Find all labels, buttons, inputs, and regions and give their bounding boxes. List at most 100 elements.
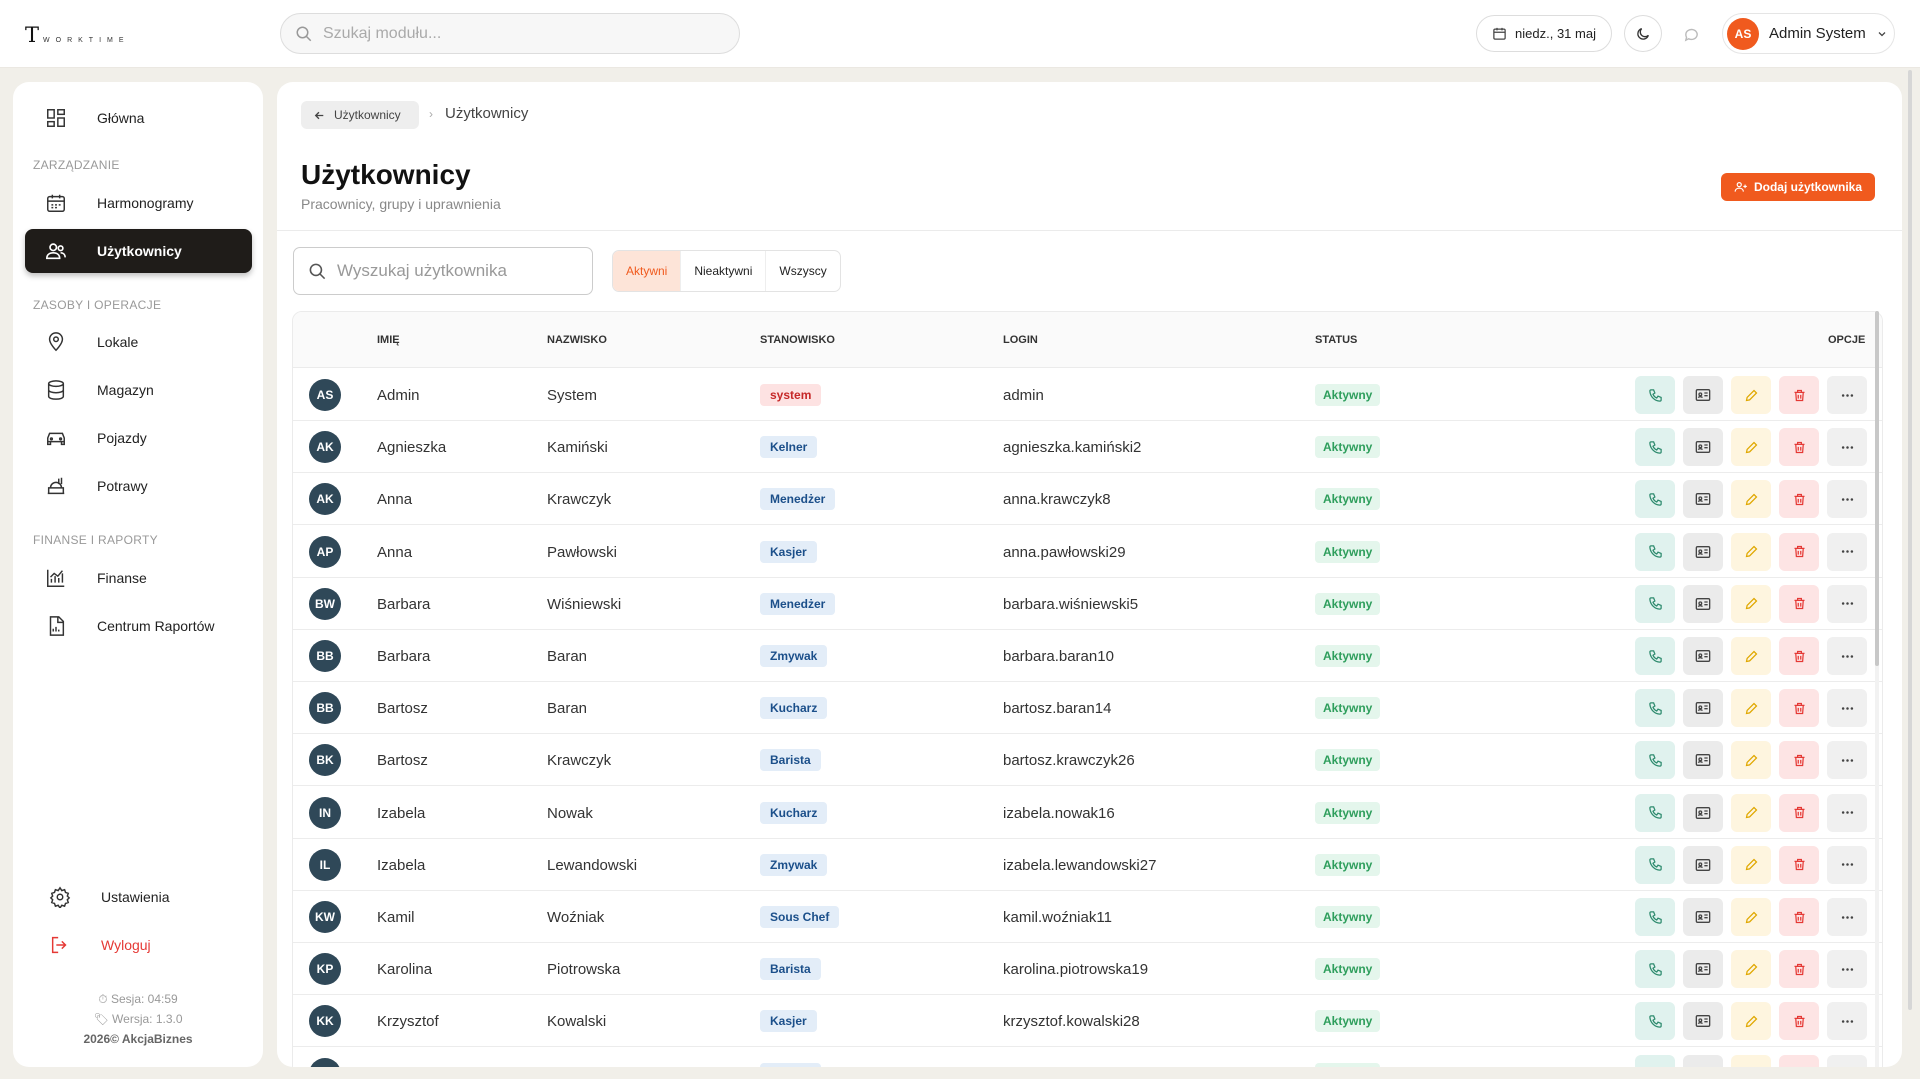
id-card-button[interactable] (1683, 480, 1723, 519)
delete-button[interactable] (1779, 950, 1819, 989)
edit-button[interactable] (1731, 689, 1771, 728)
more-options-button[interactable] (1827, 689, 1867, 728)
delete-button[interactable] (1779, 845, 1819, 884)
delete-button[interactable] (1779, 532, 1819, 571)
id-card-button[interactable] (1683, 428, 1723, 467)
sidebar-item-venues[interactable]: Lokale (25, 320, 252, 364)
call-button[interactable] (1635, 793, 1675, 832)
header-position[interactable]: STANOWISKO (760, 334, 835, 346)
edit-button[interactable] (1731, 637, 1771, 675)
table-row[interactable]: BB Bartosz Baran Kucharz bartosz.baran14… (293, 682, 1882, 735)
table-row[interactable]: IL Izabela Lewandowski Zmywak izabela.le… (293, 839, 1882, 891)
filter-active[interactable]: Aktywni (613, 251, 682, 291)
more-options-button[interactable] (1827, 532, 1867, 571)
edit-button[interactable] (1731, 898, 1771, 936)
more-options-button[interactable] (1827, 845, 1867, 884)
delete-button[interactable] (1779, 376, 1819, 414)
id-card-button[interactable] (1683, 950, 1723, 989)
sidebar-item-warehouse[interactable]: Magazyn (25, 368, 252, 412)
delete-button[interactable] (1779, 637, 1819, 675)
id-card-button[interactable] (1683, 376, 1723, 414)
table-row[interactable]: LK Łukasz Kowalczyk Barista łukasz.kowal… (293, 1048, 1882, 1067)
sidebar-item-logout[interactable]: Wyloguj (25, 923, 252, 967)
table-row[interactable]: KP Karolina Piotrowska Barista karolina.… (293, 943, 1882, 996)
add-user-button[interactable]: Dodaj użytkownika (1721, 173, 1875, 201)
more-options-button[interactable] (1827, 1002, 1867, 1041)
module-search-input[interactable]: Szukaj modułu... (280, 13, 740, 54)
id-card-button[interactable] (1683, 532, 1723, 571)
app-logo[interactable]: T WORKTIME (25, 23, 130, 47)
table-row[interactable]: KW Kamil Woźniak Sous Chef kamil.woźniak… (293, 891, 1882, 943)
call-button[interactable] (1635, 1002, 1675, 1041)
call-button[interactable] (1635, 584, 1675, 623)
header-login[interactable]: LOGIN (1003, 334, 1038, 346)
call-button[interactable] (1635, 637, 1675, 675)
call-button[interactable] (1635, 532, 1675, 571)
id-card-button[interactable] (1683, 741, 1723, 780)
table-row[interactable]: AS Admin System system admin Aktywny (293, 369, 1882, 421)
table-row[interactable]: BB Barbara Baran Zmywak barbara.baran10 … (293, 630, 1882, 682)
delete-button[interactable] (1779, 793, 1819, 832)
table-row[interactable]: BW Barbara Wiśniewski Menedżer barbara.w… (293, 578, 1882, 630)
table-scrollbar-track[interactable] (1875, 311, 1879, 1067)
edit-button[interactable] (1731, 584, 1771, 623)
more-options-button[interactable] (1827, 376, 1867, 414)
id-card-button[interactable] (1683, 689, 1723, 728)
edit-button[interactable] (1731, 741, 1771, 780)
edit-button[interactable] (1731, 1002, 1771, 1041)
id-card-button[interactable] (1683, 637, 1723, 675)
more-options-button[interactable] (1827, 637, 1867, 675)
user-menu-button[interactable]: AS Admin System (1722, 13, 1895, 54)
delete-button[interactable] (1779, 584, 1819, 623)
edit-button[interactable] (1731, 428, 1771, 467)
more-options-button[interactable] (1827, 428, 1867, 467)
breadcrumb-back-button[interactable]: Użytkownicy (301, 101, 419, 129)
more-options-button[interactable] (1827, 480, 1867, 519)
delete-button[interactable] (1779, 1002, 1819, 1041)
delete-button[interactable] (1779, 898, 1819, 936)
edit-button[interactable] (1731, 845, 1771, 884)
table-row[interactable]: AP Anna Pawłowski Kasjer anna.pawłowski2… (293, 526, 1882, 578)
edit-button[interactable] (1731, 480, 1771, 519)
id-card-button[interactable] (1683, 1054, 1723, 1067)
table-row[interactable]: KK Krzysztof Kowalski Kasjer krzysztof.k… (293, 995, 1882, 1048)
messages-button[interactable] (1674, 18, 1708, 50)
id-card-button[interactable] (1683, 793, 1723, 832)
call-button[interactable] (1635, 898, 1675, 936)
sidebar-item-dishes[interactable]: Potrawy (25, 464, 252, 508)
sidebar-item-users[interactable]: Użytkownicy (25, 229, 252, 273)
call-button[interactable] (1635, 950, 1675, 989)
date-button[interactable]: niedz., 31 maj (1476, 15, 1612, 52)
more-options-button[interactable] (1827, 898, 1867, 936)
call-button[interactable] (1635, 741, 1675, 780)
header-first-name[interactable]: IMIĘ (377, 334, 400, 346)
delete-button[interactable] (1779, 689, 1819, 728)
window-scrollbar[interactable] (1906, 68, 1914, 1079)
more-options-button[interactable] (1827, 793, 1867, 832)
call-button[interactable] (1635, 480, 1675, 519)
id-card-button[interactable] (1683, 898, 1723, 936)
table-scrollbar-thumb[interactable] (1875, 311, 1879, 666)
edit-button[interactable] (1731, 532, 1771, 571)
call-button[interactable] (1635, 689, 1675, 728)
sidebar-item-schedules[interactable]: Harmonogramy (25, 181, 252, 225)
filter-all[interactable]: Wszyscy (779, 264, 827, 278)
sidebar-item-reports[interactable]: Centrum Raportów (25, 604, 252, 648)
window-scrollbar-thumb[interactable] (1908, 70, 1912, 1010)
edit-button[interactable] (1731, 1054, 1771, 1067)
call-button[interactable] (1635, 1054, 1675, 1067)
edit-button[interactable] (1731, 950, 1771, 989)
user-search-input[interactable]: Wyszukaj użytkownika (293, 247, 593, 295)
table-row[interactable]: AK Agnieszka Kamiński Kelner agnieszka.k… (293, 421, 1882, 474)
more-options-button[interactable] (1827, 584, 1867, 623)
more-options-button[interactable] (1827, 950, 1867, 989)
sidebar-item-finance[interactable]: Finanse (25, 556, 252, 600)
more-options-button[interactable] (1827, 741, 1867, 780)
header-status[interactable]: STATUS (1315, 334, 1358, 346)
theme-toggle-button[interactable] (1624, 15, 1662, 52)
id-card-button[interactable] (1683, 845, 1723, 884)
id-card-button[interactable] (1683, 1002, 1723, 1041)
call-button[interactable] (1635, 376, 1675, 414)
edit-button[interactable] (1731, 793, 1771, 832)
delete-button[interactable] (1779, 1054, 1819, 1067)
